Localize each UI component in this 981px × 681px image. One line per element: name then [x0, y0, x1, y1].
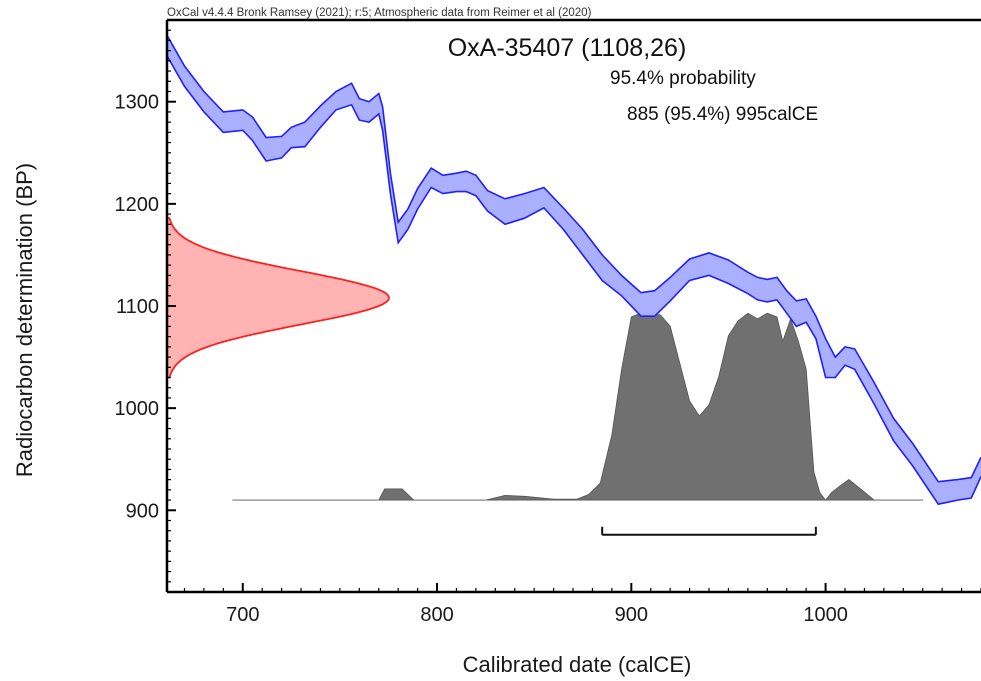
y-tick-label: 1300 — [115, 92, 160, 114]
calibration-lower-line — [167, 55, 981, 506]
x-tick-label: 900 — [615, 604, 648, 626]
range-label: 885 (95.4%) 995calCE — [627, 104, 818, 125]
axes: 700 800 900 1000 900 1000 1100 1200 1300 — [115, 18, 981, 626]
calibration-curve-layer — [167, 34, 981, 506]
posterior-layer — [231, 312, 924, 501]
posterior-distribution — [231, 312, 924, 501]
x-tick-label: 1000 — [803, 604, 848, 626]
y-tick-label: 1200 — [115, 194, 160, 216]
y-tick-label: 1000 — [115, 398, 160, 420]
oxcal-header: OxCal v4.4.4 Bronk Ramsey (2021); r:5; A… — [167, 7, 592, 19]
chart-title: OxA-35407 (1108,26) — [448, 34, 687, 62]
measurement-distribution — [167, 217, 390, 379]
plot-area — [167, 34, 981, 536]
y-tick-label: 1100 — [116, 296, 159, 318]
y-axis-title: Radiocarbon determination (BP) — [12, 163, 37, 477]
x-tick-label: 700 — [226, 604, 259, 626]
x-tick-label: 800 — [420, 604, 453, 626]
probability-label: 95.4% probability — [610, 68, 756, 89]
calibration-upper-line — [167, 34, 981, 483]
x-axis-title: Calibrated date (calCE) — [463, 652, 692, 677]
measurement-layer — [167, 217, 390, 379]
y-tick-label: 900 — [126, 500, 159, 522]
range-bar-layer — [601, 526, 817, 536]
